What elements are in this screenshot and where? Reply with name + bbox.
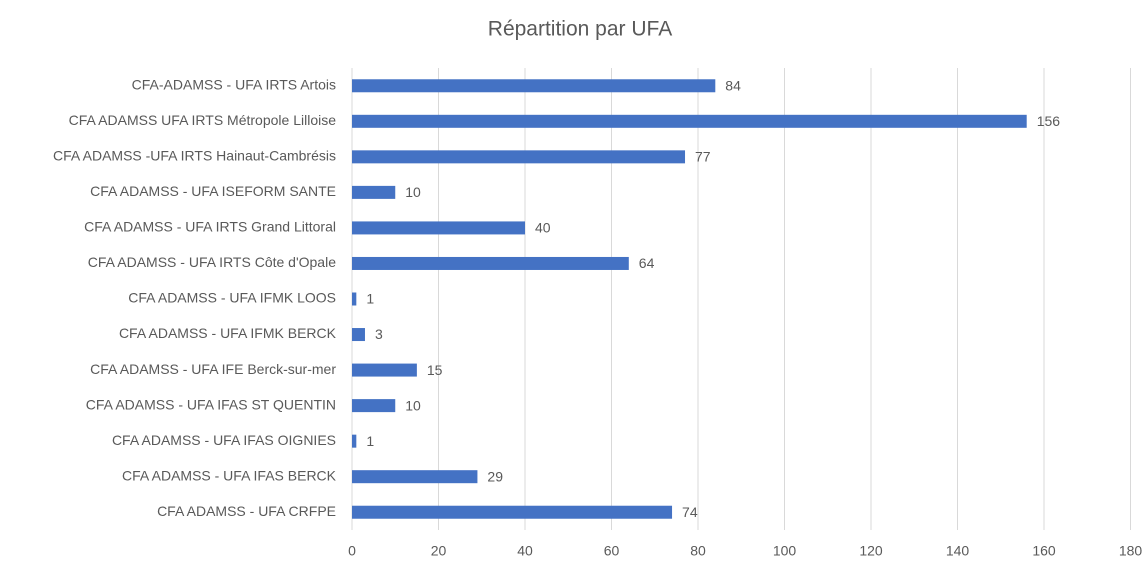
- bar: [352, 256, 629, 270]
- y-tick-label: CFA ADAMSS - UFA IFAS ST QUENTIN: [86, 396, 336, 412]
- x-tick-label: 180: [1119, 543, 1143, 559]
- data-label: 77: [695, 149, 711, 165]
- data-label: 1: [366, 291, 374, 307]
- bar: [352, 185, 396, 199]
- x-tick-label: 40: [517, 543, 533, 559]
- y-tick-label: CFA ADAMSS UFA IRTS Métropole Lilloise: [69, 112, 337, 128]
- bar: [352, 328, 365, 342]
- bar: [352, 114, 1027, 128]
- y-tick-label: CFA ADAMSS - UFA CRFPE: [157, 503, 336, 519]
- y-tick-label: CFA ADAMSS - UFA IFMK LOOS: [128, 290, 336, 306]
- x-tick-label: 20: [431, 543, 447, 559]
- bar: [352, 399, 396, 413]
- data-label: 3: [375, 326, 383, 342]
- bar: [352, 363, 417, 377]
- data-label: 15: [427, 362, 443, 378]
- bar: [352, 221, 525, 235]
- data-label: 64: [639, 255, 655, 271]
- data-label: 10: [405, 184, 421, 200]
- data-label: 40: [535, 220, 551, 236]
- x-tick-label: 140: [946, 543, 970, 559]
- y-tick-label: CFA ADAMSS - UFA IFAS OIGNIES: [112, 432, 336, 448]
- data-label: 74: [682, 504, 698, 520]
- bar: [352, 292, 357, 306]
- x-tick-label: 160: [1032, 543, 1056, 559]
- y-tick-label: CFA ADAMSS - UFA IFMK BERCK: [119, 325, 337, 341]
- y-tick-label: CFA ADAMSS -UFA IRTS Hainaut-Cambrésis: [53, 148, 336, 164]
- bar: [352, 470, 478, 484]
- bar: [352, 79, 716, 93]
- chart-title: Répartition par UFA: [488, 18, 672, 41]
- x-tick-label: 100: [773, 543, 797, 559]
- data-label: 29: [487, 468, 503, 484]
- y-tick-label: CFA ADAMSS - UFA IFAS BERCK: [122, 467, 337, 483]
- bar: [352, 434, 357, 448]
- y-tick-label: CFA ADAMSS - UFA IRTS Côte d'Opale: [88, 254, 337, 270]
- y-tick-label: CFA ADAMSS - UFA ISEFORM SANTE: [90, 183, 336, 199]
- y-tick-label: CFA-ADAMSS - UFA IRTS Artois: [132, 76, 336, 92]
- x-tick-label: 0: [348, 543, 356, 559]
- bar: [352, 505, 673, 519]
- data-label: 84: [725, 77, 741, 93]
- y-tick-label: CFA ADAMSS - UFA IFE Berck-sur-mer: [90, 361, 336, 377]
- bar: [352, 150, 686, 164]
- x-tick-label: 60: [604, 543, 620, 559]
- data-label: 156: [1037, 113, 1061, 129]
- data-label: 1: [366, 433, 374, 449]
- y-tick-label: CFA ADAMSS - UFA IRTS Grand Littoral: [84, 219, 336, 235]
- x-tick-label: 80: [690, 543, 706, 559]
- x-tick-label: 120: [859, 543, 883, 559]
- data-label: 10: [405, 397, 421, 413]
